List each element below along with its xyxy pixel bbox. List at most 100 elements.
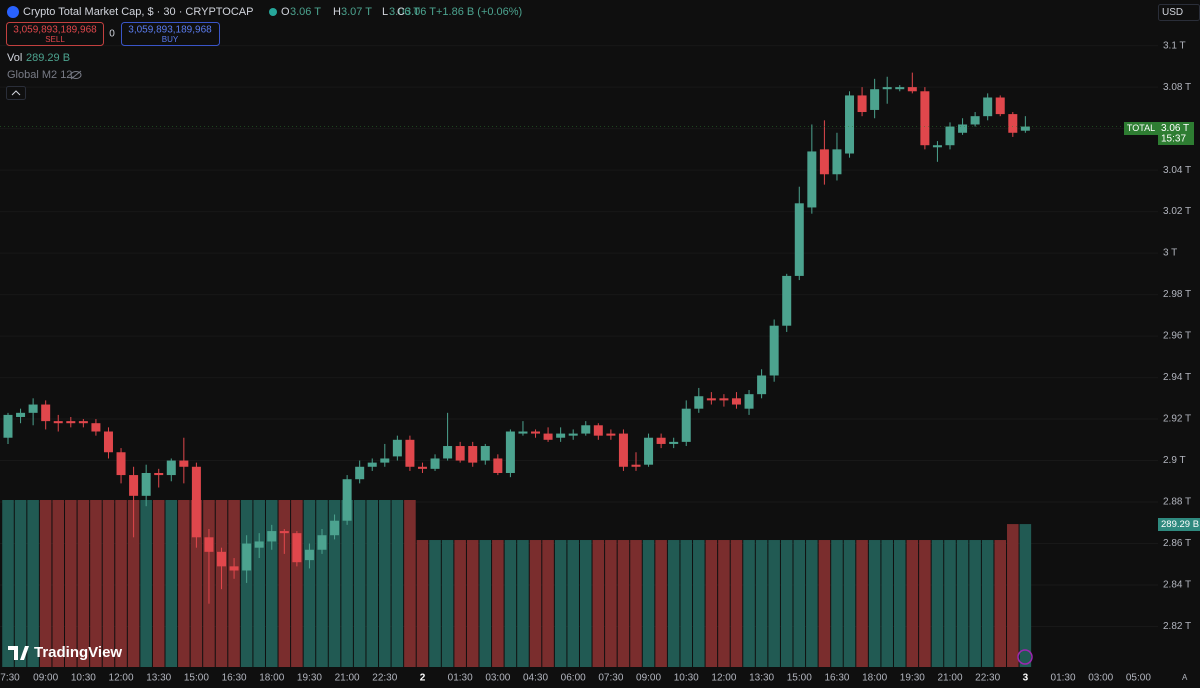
x-tick-label: 18:00 — [259, 673, 284, 684]
volume-bar — [429, 540, 441, 667]
candle-body — [367, 462, 377, 467]
volume-bar — [316, 500, 328, 667]
x-tick-label: 03:00 — [485, 673, 510, 684]
y-tick-label: 3.08 T — [1163, 82, 1191, 93]
volume-bar — [529, 540, 542, 667]
y-tick-label: 3.1 T — [1163, 40, 1186, 51]
ohlc-value: 3.06 T — [405, 6, 436, 18]
volume-bar — [655, 540, 667, 667]
candle-body — [1008, 114, 1018, 133]
volume-bar — [353, 500, 366, 667]
volume-bar — [667, 540, 680, 667]
visibility-icon[interactable] — [70, 70, 82, 80]
candle-body — [857, 95, 867, 113]
volume-bar — [366, 500, 379, 667]
chart-title: Crypto Total Market Cap, $ · 30 · CRYPTO… — [23, 6, 253, 18]
grid — [0, 45, 1158, 628]
x-tick-label: 12:00 — [109, 673, 134, 684]
candle-body — [920, 91, 930, 146]
candle-body — [166, 460, 176, 476]
sell-price: 3,059,893,189,968 — [13, 25, 97, 36]
candle-layer — [0, 72, 1158, 604]
volume-bar — [680, 540, 693, 667]
volume-bar — [693, 540, 705, 667]
symbol-tag — [1124, 122, 1158, 135]
volume-bar — [178, 500, 190, 667]
candle-body — [254, 541, 264, 548]
ohlc-key: C — [397, 6, 405, 18]
volume-bar — [152, 500, 165, 667]
volume-bar — [630, 540, 642, 667]
candle-body — [204, 537, 214, 552]
x-tick-label: 05:00 — [1126, 673, 1151, 684]
buy-button[interactable] — [121, 22, 220, 46]
x-tick-label: 12:00 — [711, 673, 736, 684]
candle-body — [543, 433, 553, 440]
x-tick-label: 06:00 — [561, 673, 586, 684]
y-tick-label: 2.82 T — [1163, 621, 1191, 632]
x-tick-label: 19:30 — [297, 673, 322, 684]
candle-body — [217, 551, 227, 567]
candle-body — [154, 472, 164, 476]
candle-body — [116, 452, 126, 476]
candle-body — [706, 398, 716, 401]
candle-body — [907, 87, 917, 92]
x-tick-label: 18:00 — [862, 673, 887, 684]
candle-body — [41, 404, 51, 422]
ohlc-value: 3.06 T — [290, 6, 321, 18]
x-tick-label: 09:00 — [33, 673, 58, 684]
candle-body — [518, 431, 528, 434]
collapse-icon — [11, 90, 21, 96]
volume-bar — [479, 540, 492, 667]
buy-price: 3,059,893,189,968 — [128, 25, 212, 36]
candle-body — [330, 520, 340, 536]
volume-bar — [919, 540, 931, 667]
candle-body — [493, 458, 503, 473]
volume-bar — [554, 540, 567, 667]
volume-bar — [806, 540, 818, 667]
price-tag — [1158, 122, 1194, 145]
volume-bar — [291, 500, 303, 667]
price-change: +1.86 B (+0.06%) — [436, 6, 522, 18]
volume-layer — [2, 500, 1032, 667]
ohlc-value: 3.07 T — [341, 6, 372, 18]
auto-scale[interactable]: A — [1182, 673, 1188, 682]
volume-bar — [416, 540, 429, 667]
candle-body — [129, 475, 139, 496]
volume-bar — [944, 540, 956, 667]
x-tick-label: 16:30 — [222, 673, 247, 684]
candle-body — [631, 464, 641, 467]
volume-bar — [793, 540, 806, 667]
volume-bar — [253, 500, 265, 667]
y-tick-label: 2.88 T — [1163, 497, 1191, 508]
collapse-button[interactable] — [6, 86, 26, 100]
candle-body — [719, 398, 729, 401]
sell-label: SELL — [45, 35, 65, 44]
volume-bar — [994, 540, 1007, 667]
candle-body — [179, 460, 189, 467]
candle-body — [995, 97, 1005, 115]
volume-bar — [969, 540, 981, 667]
candle-body — [304, 549, 314, 561]
y-tick-label: 2.98 T — [1163, 289, 1191, 300]
y-tick-label: 3 T — [1163, 248, 1177, 259]
candle-body — [970, 116, 980, 125]
volume-bar — [240, 500, 253, 667]
events-icon[interactable] — [1017, 649, 1033, 665]
x-tick-label: 07:30 — [598, 673, 623, 684]
volume-bar — [768, 540, 780, 667]
volume-bar — [579, 540, 592, 667]
volume-bar — [1007, 524, 1019, 667]
volume-bar — [856, 540, 868, 667]
candle-body — [694, 396, 704, 409]
y-tick-label: 3.04 T — [1163, 165, 1191, 176]
sell-button[interactable] — [6, 22, 104, 46]
candle-body — [656, 437, 666, 444]
candle-body — [606, 433, 616, 436]
candle-body — [669, 441, 679, 444]
price-tag-text: 3.06 T — [1161, 123, 1189, 134]
buy-label: BUY — [162, 35, 179, 44]
x-tick-label: 04:30 — [523, 673, 548, 684]
candle-body — [568, 433, 578, 436]
